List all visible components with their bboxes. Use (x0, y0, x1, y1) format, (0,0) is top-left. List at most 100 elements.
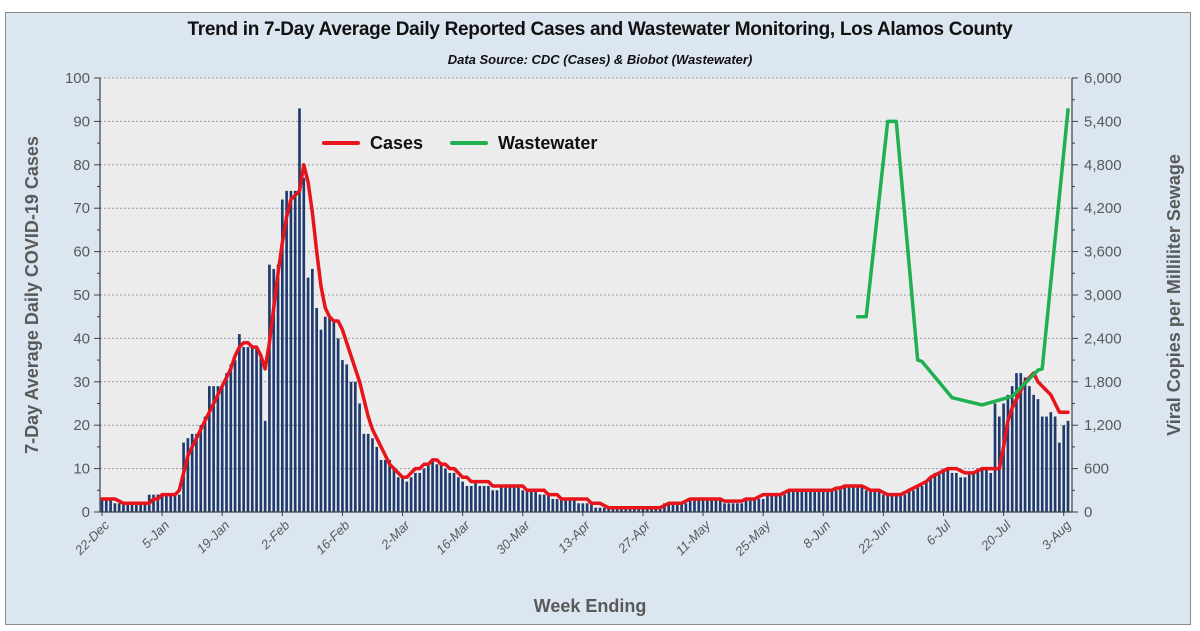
case-bar (697, 498, 701, 512)
right-axis-ticks: 0 600 1,200 1,800 2,400 3,000 3,600 4,200 4,800 5… (1072, 70, 1122, 521)
case-bar (499, 485, 503, 512)
case-bar (1032, 394, 1035, 512)
case-bar (268, 264, 271, 512)
case-bar (504, 485, 507, 512)
case-bar (654, 507, 658, 512)
case-bar (615, 507, 619, 512)
x-tick-label: 8-Jun (800, 518, 834, 552)
case-bar (783, 494, 786, 512)
case-bar (821, 490, 825, 512)
y-tick-label: 90 (73, 113, 90, 130)
case-bar (341, 360, 344, 512)
case-bar (1028, 386, 1031, 512)
case-bar (113, 503, 117, 512)
y-tick-label: 60 (73, 244, 90, 261)
case-bar (426, 464, 430, 512)
case-bar (186, 438, 190, 512)
x-tick-label: 2-Feb (257, 518, 292, 553)
case-bar (551, 498, 555, 512)
case-bar (152, 494, 155, 512)
case-bar (976, 468, 980, 512)
case-bar (791, 490, 795, 512)
case-bar (568, 498, 572, 512)
case-bar (1006, 394, 1010, 512)
case-bar (641, 507, 645, 512)
case-bar (542, 494, 546, 512)
case-bar (946, 468, 950, 512)
case-bar (1062, 425, 1066, 512)
case-bar (920, 485, 924, 512)
case-bar (607, 507, 610, 512)
case-bar (787, 490, 791, 512)
case-bar (521, 490, 525, 512)
x-tick-label: 22-Dec (71, 517, 112, 558)
chart-subtitle: Data Source: CDC (Cases) & Biobot (Waste… (447, 52, 753, 67)
case-bar (877, 490, 881, 512)
case-bar (405, 481, 409, 512)
case-bar (989, 472, 993, 512)
y2-tick-label: 1,200 (1084, 417, 1122, 434)
legend-cases-label: Cases (370, 133, 423, 153)
case-bar (517, 485, 520, 512)
case-bar (611, 507, 615, 512)
case-bar (1058, 442, 1061, 512)
case-bar (581, 503, 585, 512)
case-bar (379, 459, 383, 512)
case-bar (770, 494, 774, 512)
case-bar (208, 386, 211, 512)
case-bar (439, 464, 443, 512)
case-bar (864, 490, 868, 512)
case-bar (169, 494, 173, 512)
case-bar (560, 498, 563, 512)
case-bar (942, 468, 945, 512)
case-bar (285, 190, 288, 512)
case-bar (336, 338, 340, 512)
case-bar (126, 503, 130, 512)
case-bar (366, 433, 370, 512)
case-bar (602, 507, 606, 512)
y2-tick-label: 4,200 (1084, 200, 1122, 217)
x-tick-label: 6-Jul (923, 517, 954, 548)
case-bar (435, 464, 439, 512)
case-bar (916, 485, 920, 512)
case-bar (246, 347, 250, 512)
case-bar (302, 177, 306, 512)
case-bar (903, 494, 907, 512)
case-bar (843, 485, 847, 512)
case-bar (753, 498, 756, 512)
case-bar (860, 485, 864, 512)
case-bar (757, 498, 761, 512)
case-bar (882, 494, 885, 512)
case-bar (100, 498, 104, 512)
case-bar (418, 472, 422, 512)
case-bar (130, 503, 134, 512)
case-bar (401, 477, 404, 512)
case-bar (1053, 416, 1057, 512)
y2-tick-label: 1,800 (1084, 374, 1122, 391)
case-bar (276, 264, 280, 512)
case-bar (718, 498, 722, 512)
case-bar (633, 507, 636, 512)
case-bar (598, 507, 602, 512)
case-bar (371, 438, 374, 512)
case-bar (873, 490, 877, 512)
case-bar (950, 472, 954, 512)
case-bar (800, 490, 804, 512)
case-bar (852, 485, 855, 512)
case-bar (658, 507, 662, 512)
case-bar (525, 490, 529, 512)
case-bar (555, 498, 559, 512)
daily-case-bars (100, 108, 1070, 512)
case-bar (259, 355, 263, 512)
y2-tick-label: 0 (1084, 504, 1092, 521)
case-bar (564, 498, 568, 512)
case-bar (311, 268, 314, 512)
case-bar (165, 494, 168, 512)
case-bar (534, 490, 537, 512)
x-tick-label: 19-Jan (194, 518, 233, 557)
x-axis-ticks: 22-Dec 5-Jan 19-Jan 2-Feb 16-Feb 2-Mar 16-Mar 3… (71, 512, 1074, 559)
case-bar (774, 494, 778, 512)
x-tick-label: 30-Mar (493, 517, 533, 557)
case-bar (933, 472, 937, 512)
case-bar (409, 477, 413, 512)
